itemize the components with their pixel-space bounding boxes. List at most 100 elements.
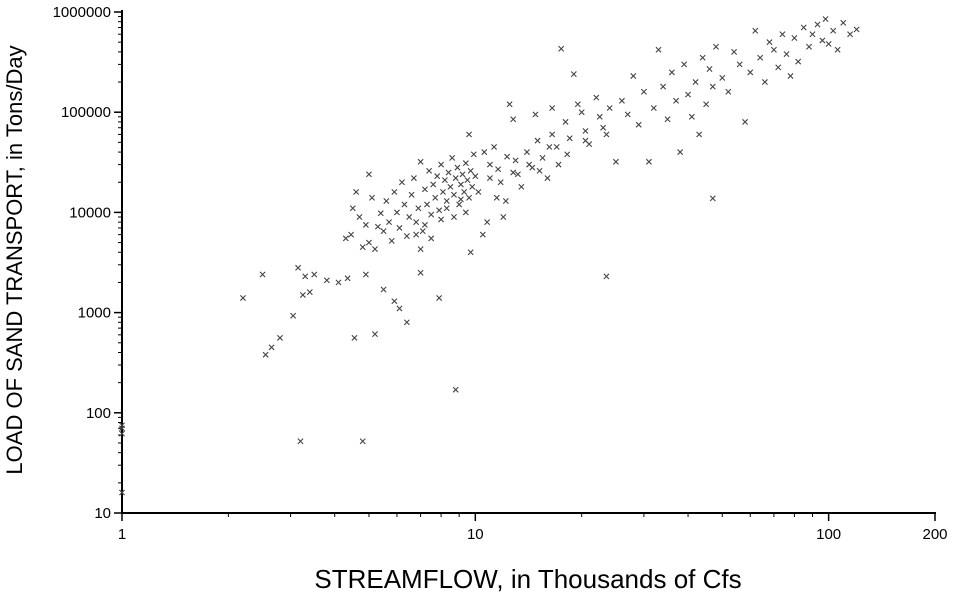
data-point xyxy=(466,131,473,138)
data-point xyxy=(462,209,469,216)
data-point xyxy=(618,97,625,104)
data-point xyxy=(677,149,684,156)
data-point xyxy=(371,331,378,338)
data-point xyxy=(438,216,445,223)
data-point xyxy=(430,181,437,188)
data-point xyxy=(119,422,125,429)
data-point xyxy=(335,279,342,286)
data-point xyxy=(371,246,378,253)
data-point xyxy=(417,158,424,165)
data-point xyxy=(783,51,790,58)
data-point xyxy=(380,228,387,235)
axes xyxy=(121,10,936,514)
data-point xyxy=(479,231,486,238)
y-tick-label: 10000 xyxy=(69,204,111,221)
data-point xyxy=(417,246,424,253)
data-point xyxy=(510,169,517,176)
data-point xyxy=(374,223,381,230)
data-point xyxy=(814,21,821,28)
data-point xyxy=(353,188,360,195)
data-point xyxy=(510,116,517,123)
data-point xyxy=(553,143,560,150)
data-point xyxy=(356,213,363,220)
data-point xyxy=(396,305,403,312)
data-point xyxy=(406,213,413,220)
data-point xyxy=(239,294,246,301)
data-point xyxy=(447,183,454,190)
data-point xyxy=(574,101,581,108)
data-point xyxy=(719,74,726,81)
data-point xyxy=(512,157,519,164)
data-point xyxy=(532,111,539,118)
data-point xyxy=(467,167,474,174)
data-point xyxy=(349,205,356,212)
data-point xyxy=(408,191,415,198)
data-point xyxy=(365,171,372,178)
data-point xyxy=(383,197,390,204)
data-point xyxy=(470,151,477,158)
data-points xyxy=(119,16,860,496)
data-point xyxy=(342,235,349,242)
data-point xyxy=(421,221,428,228)
data-point xyxy=(825,40,832,47)
data-point xyxy=(830,27,837,34)
data-point xyxy=(593,94,600,101)
data-point xyxy=(413,219,420,226)
data-point xyxy=(439,188,446,195)
data-point xyxy=(417,269,424,276)
data-point xyxy=(297,438,304,445)
data-point xyxy=(359,438,366,445)
data-point xyxy=(558,45,565,52)
data-point xyxy=(681,61,688,68)
data-point xyxy=(534,137,541,144)
data-point xyxy=(299,291,306,298)
data-point xyxy=(596,113,603,120)
data-point xyxy=(452,386,459,393)
data-point xyxy=(434,173,441,180)
data-point xyxy=(428,235,435,242)
data-point xyxy=(410,175,417,182)
data-point xyxy=(840,19,847,26)
data-point xyxy=(630,72,637,79)
data-point xyxy=(742,118,749,125)
data-point xyxy=(655,46,662,53)
data-point xyxy=(736,61,743,68)
data-point xyxy=(262,351,269,358)
data-point xyxy=(259,271,266,278)
data-point xyxy=(504,153,511,160)
data-point xyxy=(401,201,408,208)
data-point xyxy=(493,194,500,201)
data-point xyxy=(386,219,393,226)
data-point xyxy=(398,179,405,186)
data-point xyxy=(606,105,613,112)
data-point xyxy=(436,294,443,301)
data-point xyxy=(688,113,695,120)
data-point xyxy=(438,161,445,168)
data-point xyxy=(475,188,482,195)
data-point xyxy=(365,239,372,246)
data-point xyxy=(673,97,680,104)
data-point xyxy=(344,275,351,282)
x-tick-label: 10 xyxy=(467,526,484,543)
data-point xyxy=(277,334,283,341)
data-point xyxy=(699,54,706,61)
data-point xyxy=(660,83,667,90)
data-point xyxy=(518,183,525,190)
data-point xyxy=(290,312,297,319)
data-point xyxy=(432,194,439,201)
data-point xyxy=(391,298,398,305)
data-point xyxy=(491,143,498,150)
data-point xyxy=(311,271,318,278)
data-point xyxy=(582,137,589,144)
data-point xyxy=(484,219,491,226)
data-point xyxy=(713,43,720,50)
data-point xyxy=(467,249,474,256)
data-point xyxy=(348,231,355,238)
data-point xyxy=(791,35,798,42)
data-point xyxy=(486,161,493,168)
data-point xyxy=(362,221,369,228)
data-point xyxy=(472,173,479,180)
data-point xyxy=(668,69,675,76)
data-point xyxy=(562,118,569,125)
data-point xyxy=(847,31,854,38)
